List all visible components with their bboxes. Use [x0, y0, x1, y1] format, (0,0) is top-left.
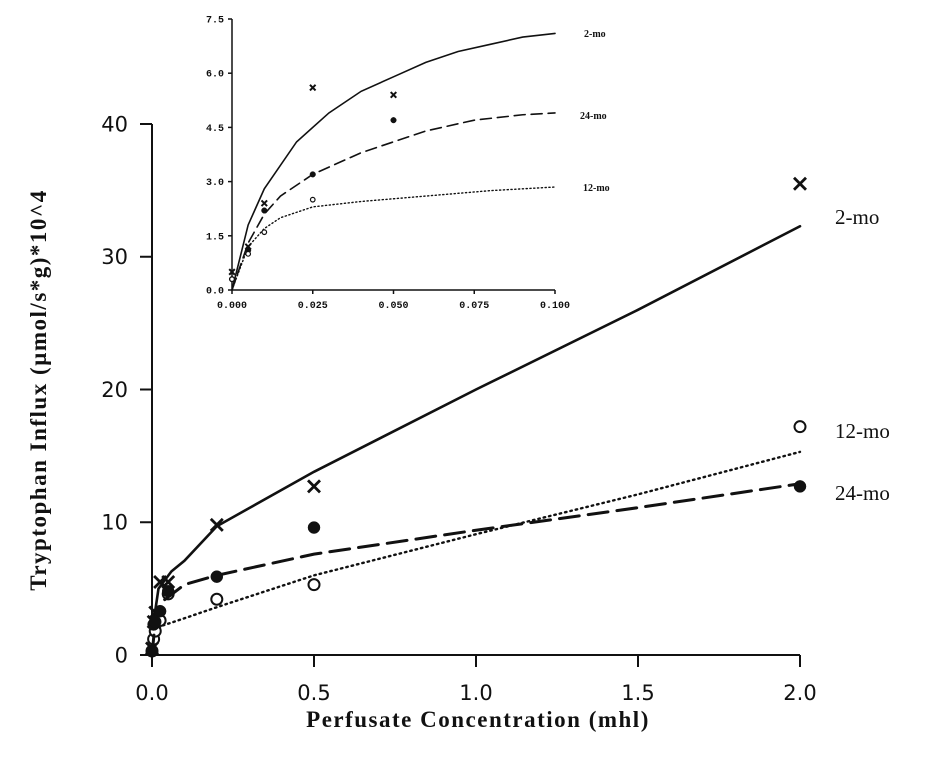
main-point-12-mo: [307, 578, 321, 592]
inset-point-2-mo: [309, 84, 317, 92]
inset-x-tick-label: 0.025: [298, 301, 328, 312]
inset-point-12-mo: [229, 276, 235, 283]
main-point-2-mo: [307, 479, 321, 494]
main-point-24-mo: [145, 644, 159, 658]
main-y-axis-title: Tryptophan Influx (µmol/s*g)*10^4: [26, 189, 51, 591]
inset-y-tick-label: 6.0: [206, 70, 224, 81]
inset-point-2-mo: [228, 268, 236, 276]
inset-y-tick-label: 4.5: [206, 124, 224, 135]
main-x-tick-label: 2.0: [783, 681, 816, 705]
inset-series-label-12-mo: 12-mo: [583, 183, 610, 194]
main-x-tick-label: 1.0: [459, 681, 492, 705]
main-point-24-mo: [307, 521, 321, 534]
inset-point-12-mo: [261, 229, 268, 236]
inset-y-tick-label: 0.0: [206, 287, 224, 298]
main-fit-line-2-mo: [150, 224, 802, 657]
inset-x-tick-label: 0.100: [540, 301, 570, 312]
inset-y-tick-label: 3.0: [206, 178, 224, 189]
main-x-tick-label: 0.5: [297, 681, 330, 705]
main-series-label-2-mo: 2-mo: [835, 205, 879, 229]
main-point-2-mo: [793, 176, 807, 191]
inset-x-tick-label: 0.075: [459, 301, 489, 312]
inset-y-tick-label: 1.5: [206, 232, 224, 243]
main-y-tick-label: 20: [101, 378, 128, 402]
main-fit-line-12-mo: [150, 450, 802, 657]
inset-fit-line-24-mo: [231, 112, 556, 291]
inset-fit-line-12-mo: [231, 186, 556, 291]
main-series-label-12-mo: 12-mo: [835, 419, 890, 443]
inset-plot: 0.0 1.5 3.0 4.5 6.0 7.5 0.000 0.025 0.050 0.075 0.…: [206, 16, 610, 313]
inset-series-label-2-mo: 2-mo: [584, 29, 606, 40]
main-point-24-mo: [210, 570, 224, 583]
main-y-tick-label: 40: [101, 112, 128, 136]
inset-series-label-24-mo: 24-mo: [580, 111, 607, 122]
main-series-label-24-mo: 24-mo: [835, 481, 890, 505]
inset-point-2-mo: [389, 91, 398, 99]
main-y-tick-label: 0: [115, 643, 128, 667]
main-plot: 0 10 20 30 40 0.0 0.5 1.0 1.5 2.0 2-mo 12-mo 24-mo: [101, 112, 890, 705]
main-point-2-mo: [161, 574, 176, 589]
main-point-24-mo: [153, 604, 167, 618]
main-point-2-mo: [209, 517, 224, 532]
inset-y-tick-label: 7.5: [206, 16, 224, 27]
main-y-tick-label: 10: [101, 511, 128, 535]
inset-point-24-mo: [390, 117, 397, 124]
main-point-12-mo: [210, 592, 224, 606]
inset-point-2-mo: [260, 199, 268, 207]
inset-fit-line-2-mo: [231, 32, 556, 291]
main-point-12-mo: [793, 420, 807, 434]
inset-point-24-mo: [309, 171, 316, 178]
inset-point-12-mo: [245, 250, 252, 257]
main-x-tick-label: 1.5: [621, 681, 654, 705]
inset-point-24-mo: [261, 207, 268, 214]
inset-point-12-mo: [309, 196, 316, 203]
main-point-24-mo: [148, 615, 162, 629]
main-point-24-mo: [793, 480, 807, 493]
main-x-axis-title: Perfusate Concentration (mhl): [306, 707, 650, 732]
main-point-24-mo: [161, 585, 175, 598]
main-y-tick-label: 30: [101, 245, 128, 269]
inset-x-tick-label: 0.050: [378, 301, 408, 312]
main-x-tick-label: 0.0: [135, 681, 168, 705]
inset-x-tick-label: 0.000: [217, 301, 247, 312]
